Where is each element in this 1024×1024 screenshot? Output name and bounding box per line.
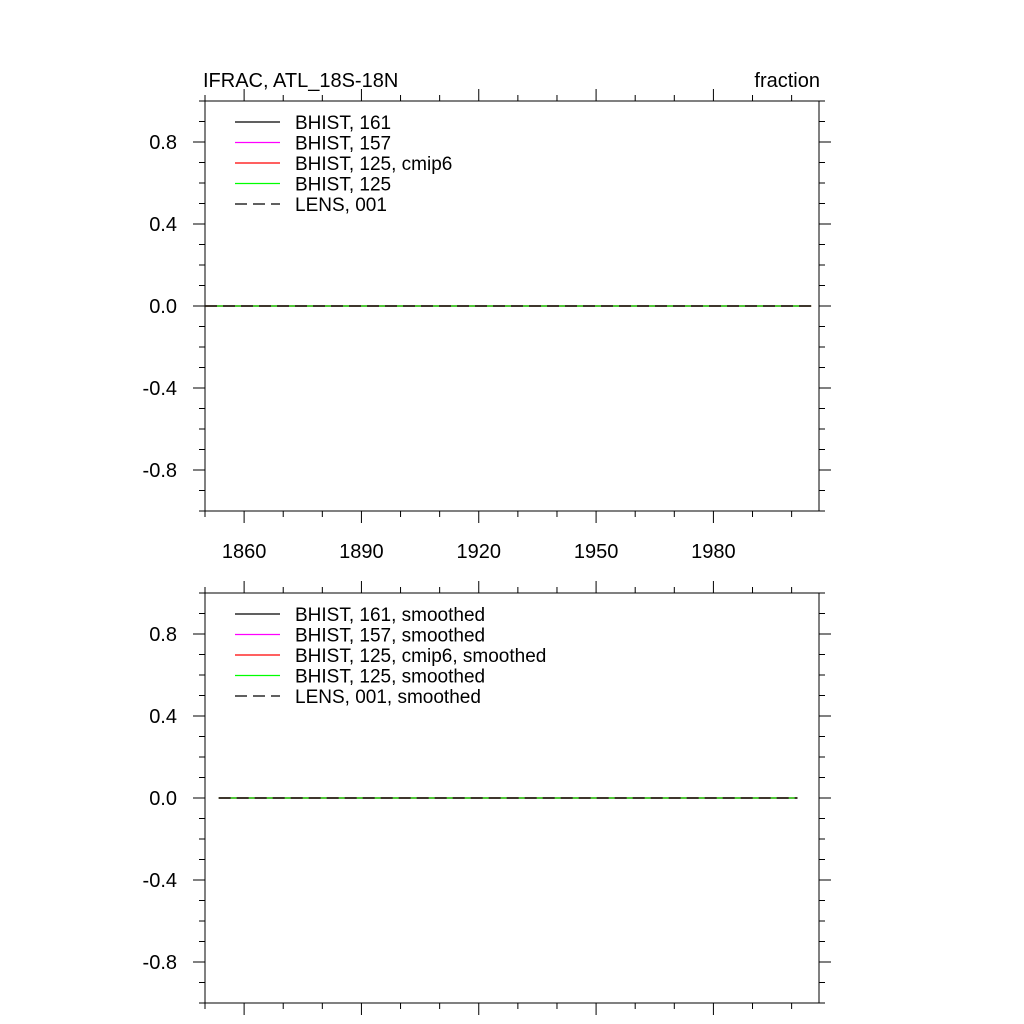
x-tick-label: 1860 (222, 541, 267, 563)
y-tick-label: 0.8 (149, 624, 177, 646)
x-tick-label: 1890 (339, 541, 384, 563)
y-tick-label: 0.8 (149, 132, 177, 154)
legend-label: BHIST, 161 (295, 113, 391, 134)
legend-label: BHIST, 125, smoothed (295, 667, 485, 688)
y-tick-label: -0.8 (143, 460, 177, 482)
legend-label: BHIST, 161, smoothed (295, 605, 485, 626)
legend-label: BHIST, 125, cmip6 (295, 154, 452, 175)
legend-label: BHIST, 125 (295, 175, 391, 196)
legend-label: BHIST, 125, cmip6, smoothed (295, 646, 546, 667)
legend-label: BHIST, 157, smoothed (295, 626, 485, 647)
panel-top: -0.8 -0.4 0.0 0.4 0.8 1860 1890 1920 1950 1980 IFR… (143, 70, 831, 563)
x-tick-label: 1950 (574, 541, 619, 563)
legend-label: BHIST, 157 (295, 134, 391, 155)
chart-title: IFRAC, ATL_18S-18N (203, 70, 398, 92)
y-tick-label: 0.0 (149, 296, 177, 318)
y-tick-label: -0.4 (143, 870, 177, 892)
y-tick-label: 0.4 (149, 706, 177, 728)
y-tick-label: 0.0 (149, 788, 177, 810)
y-tick-label: -0.8 (143, 952, 177, 974)
x-tick-label: 1980 (691, 541, 736, 563)
units-label: fraction (754, 70, 820, 92)
legend-label: LENS, 001, smoothed (295, 687, 481, 708)
y-tick-label: -0.4 (143, 378, 177, 400)
legend-label: LENS, 001 (295, 195, 387, 216)
y-tick-label: 0.4 (149, 214, 177, 236)
x-tick-label: 1920 (457, 541, 502, 563)
